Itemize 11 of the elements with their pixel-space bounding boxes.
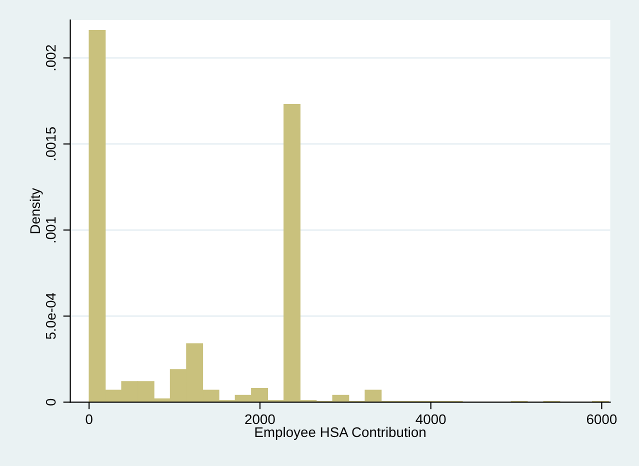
y-tick-label: 5.0e-04: [46, 292, 56, 340]
x-tick-label: 0: [86, 414, 92, 424]
x-tick-label: 4000: [416, 414, 446, 424]
y-tick-label: 0: [46, 398, 56, 406]
y-tick-label: .001: [46, 217, 56, 242]
x-axis-title: Employee HSA Contribution: [255, 426, 426, 440]
x-tick-label: 2000: [245, 414, 275, 424]
y-axis-title: Density: [30, 188, 43, 234]
x-tick-label: 6000: [586, 414, 617, 424]
y-tick-label: .002: [46, 45, 56, 70]
y-tick-label: .0015: [46, 127, 56, 160]
